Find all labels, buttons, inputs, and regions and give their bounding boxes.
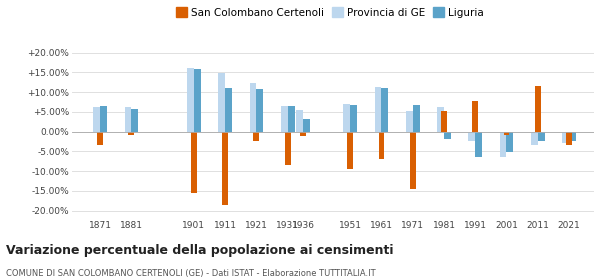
Bar — [472, 101, 478, 132]
Bar — [222, 132, 228, 205]
Bar — [347, 132, 353, 169]
Text: COMUNE DI SAN COLOMBANO CERTENOLI (GE) - Dati ISTAT - Elaborazione TUTTITALIA.IT: COMUNE DI SAN COLOMBANO CERTENOLI (GE) -… — [6, 269, 376, 278]
Bar — [406, 111, 413, 132]
Bar — [97, 132, 103, 145]
Bar — [287, 106, 295, 132]
Bar — [93, 107, 100, 132]
Bar — [382, 88, 388, 132]
Bar — [250, 83, 256, 132]
Bar — [125, 107, 131, 132]
Bar — [535, 86, 541, 132]
Bar — [304, 119, 310, 132]
Bar — [285, 132, 290, 165]
Bar — [503, 132, 509, 135]
Bar — [131, 109, 138, 132]
Bar — [100, 106, 107, 132]
Bar — [500, 132, 506, 157]
Bar — [256, 89, 263, 132]
Bar — [374, 87, 382, 132]
Bar — [225, 88, 232, 132]
Bar — [437, 107, 444, 132]
Legend: San Colombano Certenoli, Provincia di GE, Liguria: San Colombano Certenoli, Provincia di GE… — [174, 5, 486, 20]
Bar — [128, 132, 134, 135]
Bar — [218, 73, 225, 132]
Bar — [296, 110, 304, 132]
Bar — [531, 132, 538, 145]
Bar — [187, 69, 194, 132]
Text: Variazione percentuale della popolazione ai censimenti: Variazione percentuale della popolazione… — [6, 244, 394, 256]
Bar — [191, 132, 197, 193]
Bar — [281, 106, 287, 132]
Bar — [301, 132, 306, 136]
Bar — [444, 132, 451, 139]
Bar — [475, 132, 482, 157]
Bar — [413, 105, 419, 132]
Bar — [566, 132, 572, 145]
Bar — [379, 132, 385, 159]
Bar — [253, 132, 259, 141]
Bar — [538, 132, 545, 141]
Bar — [506, 132, 514, 152]
Bar — [343, 104, 350, 132]
Bar — [410, 132, 416, 189]
Bar — [562, 132, 569, 143]
Bar — [350, 105, 357, 132]
Bar — [441, 111, 447, 132]
Bar — [469, 132, 475, 141]
Bar — [569, 132, 576, 141]
Bar — [194, 69, 201, 132]
